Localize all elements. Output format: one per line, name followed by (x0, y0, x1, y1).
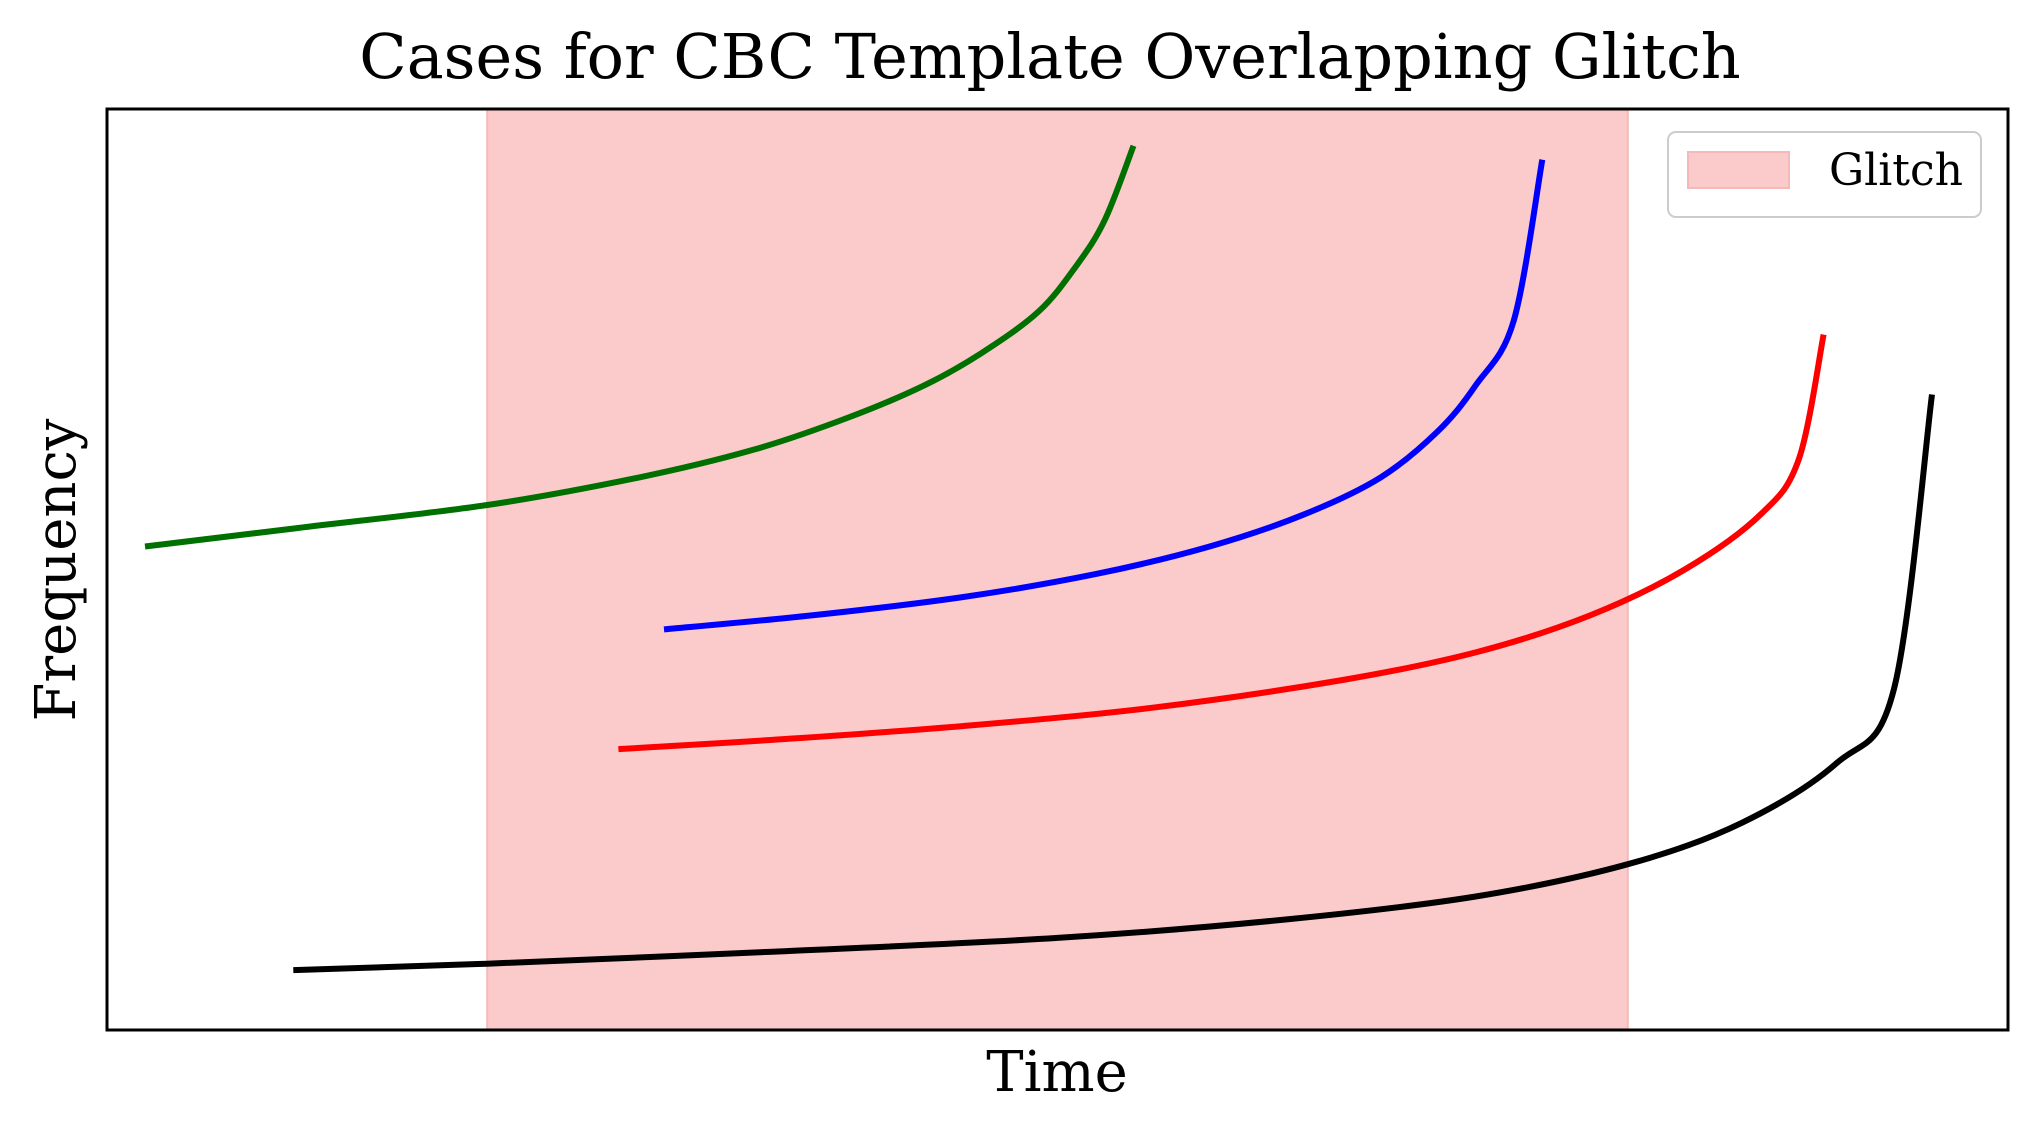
series-line-1 (144, 144, 1137, 550)
chart-title: Cases for CBC Template Overlapping Glitc… (359, 20, 1740, 93)
legend-glitch-label: Glitch (1829, 145, 1963, 196)
legend-glitch-swatch (1687, 151, 1790, 189)
y-axis-label: Frequency (24, 418, 89, 721)
series-line-2 (663, 159, 1546, 633)
plot-area (105, 107, 2010, 1032)
series-group (144, 144, 1935, 974)
legend: Glitch (1667, 131, 1982, 218)
glitch-region (486, 108, 1629, 1031)
series-line-4 (293, 394, 1935, 974)
plot-frame (105, 107, 2010, 1032)
x-axis-label: Time (986, 1040, 1128, 1105)
series-line-3 (618, 334, 1827, 753)
